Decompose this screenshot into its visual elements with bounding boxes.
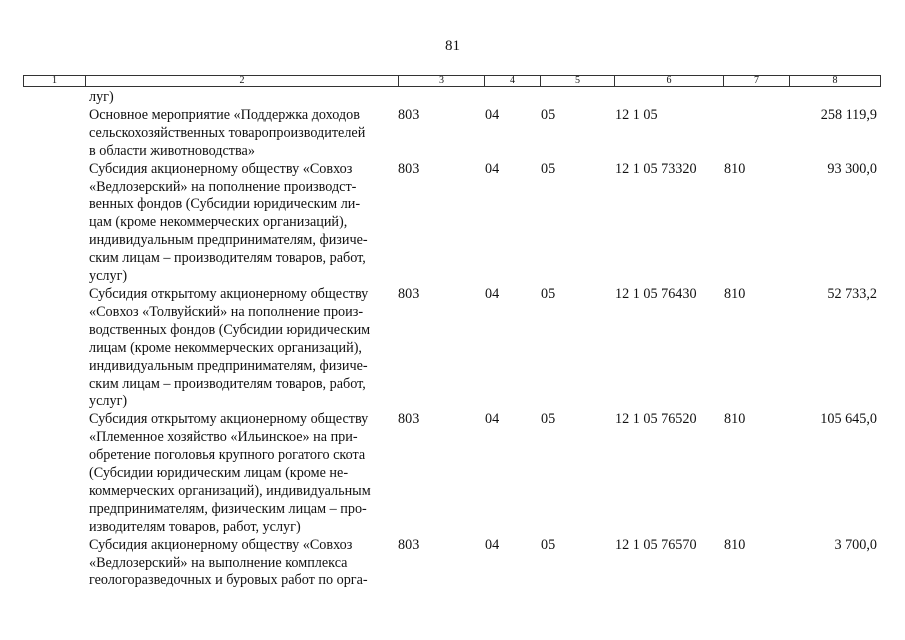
cell-c3: 803 — [398, 160, 420, 177]
cell-c4: 04 — [485, 411, 500, 428]
description-line: ским лицам – производителям товаров, раб… — [89, 375, 366, 392]
cell-description: Субсидия акционерному обществу «Совхоз «В… — [89, 161, 398, 286]
cell-col-1 — [23, 89, 89, 107]
description-line: водственных фондов (Субсидии юридическим — [89, 321, 371, 338]
header-col-4: 4 — [484, 75, 541, 87]
cell-c6: 12 1 05 76520 — [615, 411, 697, 428]
cell-c8: 52 733,2 — [827, 285, 877, 302]
cell-c5: 05 — [541, 536, 556, 553]
cell-c8: 93 300,0 — [827, 160, 877, 177]
description-line: изводителям товаров, работ, услуг) — [89, 518, 301, 535]
cell-c7: 810 — [724, 160, 746, 177]
cell-c7 — [724, 89, 790, 107]
description-line: индивидуальным предпринимателям, физиче- — [89, 232, 368, 249]
cell-description: Субсидия открытому акционерному обществу… — [89, 411, 398, 536]
description-line: услуг) — [89, 393, 128, 410]
cell-c6: 12 1 05 76570 — [615, 536, 697, 553]
cell-c8 — [790, 89, 877, 107]
cell-c5: 05 — [541, 285, 556, 302]
cell-col-1 — [23, 107, 89, 161]
cell-c5 — [541, 89, 615, 107]
cell-col-1 — [23, 537, 89, 591]
cell-c4: 04 — [485, 536, 500, 553]
cell-c7: 810 — [724, 411, 746, 428]
table-row: луг) — [23, 89, 885, 107]
description-line: Основное мероприятие «Поддержка доходов — [89, 106, 360, 123]
cell-c5: 05 — [541, 411, 556, 428]
cell-c5: 05 — [541, 160, 556, 177]
description-line: (Субсидии юридическим лицам (кроме не- — [89, 465, 349, 482]
cell-col-1 — [23, 411, 89, 536]
cell-description: луг) — [89, 89, 398, 107]
column-number-header: 1 2 3 4 5 6 7 8 — [23, 75, 881, 87]
description-line: «Ведлозерский» на пополнение производст- — [89, 178, 357, 195]
description-line: Субсидия открытому акционерному обществу — [89, 411, 369, 428]
header-col-1: 1 — [23, 75, 86, 87]
description-line: «Ведлозерский» на выполнение комплекса — [89, 554, 348, 571]
cell-description: Основное мероприятие «Поддержка доходов с… — [89, 107, 398, 161]
description-line: предпринимателям, физическим лицам – про… — [89, 500, 367, 517]
description-line: Субсидия акционерному обществу «Совхоз — [89, 536, 353, 553]
cell-col-1 — [23, 286, 89, 411]
table-row: Субсидия открытому акционерному обществу… — [23, 411, 885, 536]
cell-c4: 04 — [485, 106, 500, 123]
header-col-6: 6 — [614, 75, 724, 87]
header-col-7: 7 — [723, 75, 790, 87]
cell-c3: 803 — [398, 411, 420, 428]
description-line: ским лицам – производителям товаров, раб… — [89, 250, 366, 267]
cell-c6 — [615, 89, 724, 107]
description-line: венных фондов (Субсидии юридическим ли- — [89, 196, 361, 213]
cell-c6: 12 1 05 — [615, 106, 658, 123]
cell-c8: 105 645,0 — [820, 411, 877, 428]
description-line: услуг) — [89, 268, 128, 285]
cell-col-1 — [23, 161, 89, 286]
description-line: «Совхоз «Толвуйский» на пополнение произ… — [89, 303, 364, 320]
budget-table-body: луг) Основное мероприятие «Поддержка дохо… — [23, 89, 885, 590]
cell-c3: 803 — [398, 536, 420, 553]
cell-c3 — [398, 89, 485, 107]
cell-c3: 803 — [398, 285, 420, 302]
description-line: геологоразведочных и буровых работ по ор… — [89, 572, 368, 589]
header-col-5: 5 — [540, 75, 615, 87]
header-col-8: 8 — [789, 75, 881, 87]
cell-c5: 05 — [541, 106, 556, 123]
table-row: Субсидия акционерному обществу «Совхоз «В… — [23, 161, 885, 286]
description-line: коммерческих организаций), индивидуальны… — [89, 482, 371, 499]
description-line: в области животноводства» — [89, 142, 255, 159]
cell-c8: 3 700,0 — [834, 536, 877, 553]
cell-c7: 810 — [724, 536, 746, 553]
cell-c6: 12 1 05 76430 — [615, 285, 697, 302]
description-line: лицам (кроме некоммерческих организаций)… — [89, 339, 362, 356]
table-row: Субсидия акционерному обществу «Совхоз «В… — [23, 537, 885, 591]
cell-c4: 04 — [485, 285, 500, 302]
description-line: «Племенное хозяйство «Ильинское» на при- — [89, 429, 358, 446]
description-line: сельскохозяйственных товаропроизводителе… — [89, 124, 366, 141]
description-line: цам (кроме некоммерческих организаций), — [89, 214, 348, 231]
cell-description: Субсидия акционерному обществу «Совхоз «В… — [89, 537, 398, 591]
table-row: Субсидия открытому акционерному обществу… — [23, 286, 885, 411]
page-number: 81 — [445, 38, 460, 54]
description-line: луг) — [89, 89, 114, 105]
cell-c3: 803 — [398, 106, 420, 123]
header-col-2: 2 — [85, 75, 399, 87]
table-row: Основное мероприятие «Поддержка доходов с… — [23, 107, 885, 161]
description-line: индивидуальным предпринимателям, физиче- — [89, 357, 368, 374]
cell-c6: 12 1 05 73320 — [615, 160, 697, 177]
cell-c7: 810 — [724, 285, 746, 302]
description-line: Субсидия акционерному обществу «Совхоз — [89, 160, 353, 177]
cell-c8: 258 119,9 — [820, 106, 877, 123]
cell-c7 — [724, 107, 790, 161]
description-line: обретение поголовья крупного рогатого ск… — [89, 447, 366, 464]
description-line: Субсидия открытому акционерному обществу — [89, 285, 369, 302]
cell-description: Субсидия открытому акционерному обществу… — [89, 286, 398, 411]
cell-c4: 04 — [485, 160, 500, 177]
cell-c4 — [485, 89, 541, 107]
header-col-3: 3 — [398, 75, 485, 87]
